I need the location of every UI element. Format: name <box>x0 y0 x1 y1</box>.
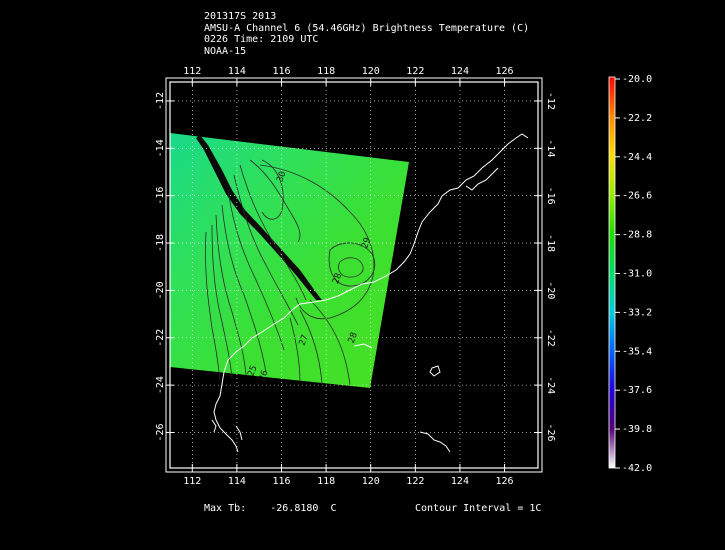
lon-label-bottom: 122 <box>406 476 424 487</box>
time-label: 0226 Time: 2109 UTC <box>204 34 319 45</box>
lon-label-bottom: 112 <box>183 476 201 487</box>
lon-label-top: 114 <box>228 66 246 77</box>
satellite-swath <box>170 133 409 388</box>
coastline <box>211 133 529 453</box>
lat-label-right: -12 <box>545 92 556 110</box>
storm-id: 201317S 2013 <box>204 11 277 22</box>
lat-label-left: -24 <box>155 376 166 394</box>
lat-label-left: -20 <box>155 281 166 299</box>
colorbar-label: -22.2 <box>622 113 652 124</box>
lat-label-right: -26 <box>545 423 556 441</box>
lat-label-right: -14 <box>545 139 556 157</box>
contour-label: 28 <box>331 272 344 286</box>
colorbar-label: -20.0 <box>622 74 652 85</box>
lat-label-left: -14 <box>155 139 166 157</box>
lon-label-bottom: 114 <box>228 476 246 487</box>
lon-label-bottom: 116 <box>272 476 290 487</box>
header-block: 201317S 2013 AMSU-A Channel 6 (54.46GHz) … <box>204 11 529 57</box>
map-frame <box>169 81 539 469</box>
lat-label-left: -16 <box>155 187 166 205</box>
max-tb-unit: C <box>330 503 337 514</box>
max-tb-readout: Max Tb: -26.8180 C <box>204 503 337 514</box>
lon-label-bottom: 118 <box>317 476 335 487</box>
contour-label: 28 <box>347 331 360 345</box>
contour-label: 30 <box>275 170 288 184</box>
max-tb-value: -26.8180 <box>270 503 319 514</box>
colorbar-label: -39.8 <box>622 424 652 435</box>
lon-label-bottom: 120 <box>362 476 380 487</box>
colorbar-label: -24.4 <box>622 152 652 163</box>
lat-label-right: -20 <box>545 281 556 299</box>
colorbar-label: -42.0 <box>622 463 652 474</box>
lat-label-right: -24 <box>545 376 556 394</box>
lon-label-top: 112 <box>183 66 201 77</box>
graticule <box>170 82 538 468</box>
contour-label: 29 <box>360 236 373 250</box>
lat-label-right: -16 <box>545 187 556 205</box>
lat-label-left: -12 <box>155 92 166 110</box>
contour-interval: Contour Interval = 1C <box>415 503 542 514</box>
colorbar <box>608 76 616 469</box>
colorbar-label: -35.4 <box>622 346 652 357</box>
satellite-label: NOAA-15 <box>204 45 247 57</box>
contour-lines <box>205 159 376 386</box>
lat-label-left: -26 <box>155 423 166 441</box>
product-title: AMSU-A Channel 6 (54.46GHz) Brightness T… <box>204 22 530 34</box>
lon-label-top: 116 <box>272 66 290 77</box>
lat-label-right: -18 <box>545 234 556 252</box>
colorbar-label: -33.2 <box>622 307 652 318</box>
lon-label-top: 122 <box>406 66 424 77</box>
colorbar-label: -26.6 <box>622 191 652 202</box>
lon-label-bottom: 126 <box>496 476 514 487</box>
lon-label-top: 118 <box>317 66 335 77</box>
lon-label-top: 120 <box>362 66 380 77</box>
colorbar-label: -28.8 <box>622 230 652 241</box>
colorbar-label: -37.6 <box>622 385 652 396</box>
contour-label: 26 <box>258 369 271 383</box>
lon-label-top: 124 <box>451 66 469 77</box>
lon-label-bottom: 124 <box>451 476 469 487</box>
lon-label-top: 126 <box>496 66 514 77</box>
contour-label: 27 <box>298 333 311 347</box>
lat-label-left: -18 <box>155 234 166 252</box>
colorbar-label: -31.0 <box>622 269 652 280</box>
lat-label-right: -22 <box>545 329 556 347</box>
max-tb-label: Max Tb: <box>204 503 247 514</box>
map-outer-frame <box>165 77 543 473</box>
contour-label: 25 <box>246 364 259 378</box>
lat-label-left: -22 <box>155 329 166 347</box>
